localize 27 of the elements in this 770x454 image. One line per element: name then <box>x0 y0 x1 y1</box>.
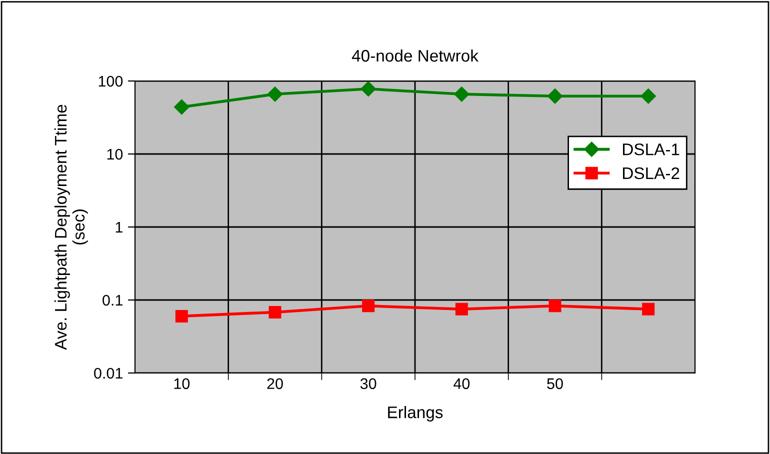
point <box>175 310 188 322</box>
point <box>362 300 375 312</box>
x-tick-label: 40 <box>454 378 470 390</box>
point <box>547 88 563 104</box>
y-tick-label: 1 <box>116 222 122 233</box>
point <box>360 81 376 96</box>
y-tick-label: 100 <box>98 76 123 87</box>
legend-label: DSLA-1 <box>623 143 680 156</box>
x-tick-label: 50 <box>547 378 563 390</box>
y-tick-label: 0.01 <box>94 368 122 379</box>
point <box>454 86 470 102</box>
point <box>174 99 190 115</box>
point <box>267 86 283 102</box>
point <box>640 88 656 104</box>
point <box>268 306 282 318</box>
x-tick-label: 30 <box>360 378 376 390</box>
point <box>642 302 655 316</box>
y-tick-label: 10 <box>107 148 123 160</box>
point <box>455 302 468 316</box>
x-tick-label: 10 <box>174 378 190 390</box>
x-tick-label: 20 <box>267 378 283 390</box>
y-axis-title: Ave. Lightpath Deployment Ttime (sec) <box>54 104 88 350</box>
y-tick-label: 0.1 <box>102 294 122 306</box>
x-axis-title: Erlangs <box>388 406 443 422</box>
point <box>548 300 562 312</box>
legend-label: DSLA-2 <box>623 167 680 180</box>
chart-title: 40-node Netwrok <box>352 49 478 62</box>
